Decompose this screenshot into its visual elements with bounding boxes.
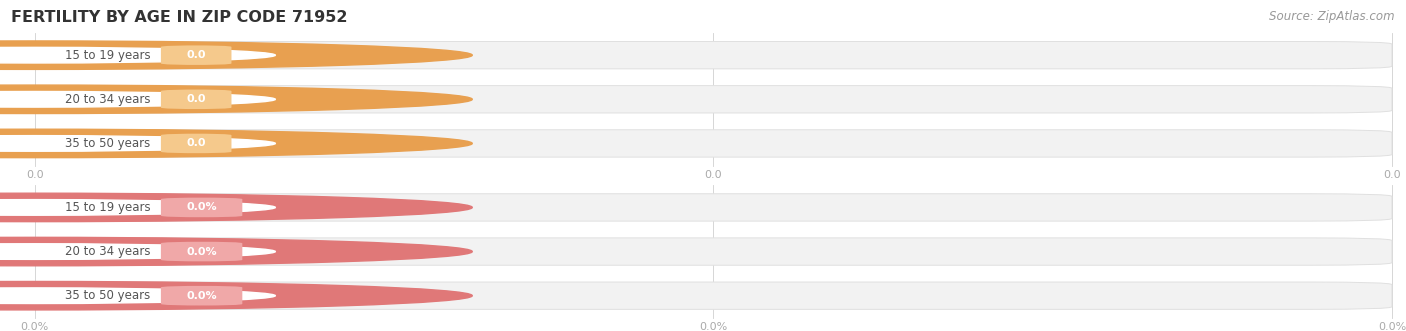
- FancyBboxPatch shape: [35, 194, 236, 221]
- Circle shape: [0, 129, 472, 158]
- Text: 0.0%: 0.0%: [187, 247, 217, 257]
- Text: 0.0%: 0.0%: [187, 203, 217, 213]
- FancyBboxPatch shape: [160, 45, 232, 65]
- Text: 35 to 50 years: 35 to 50 years: [65, 137, 150, 150]
- Text: 0.0: 0.0: [187, 50, 205, 60]
- Text: Source: ZipAtlas.com: Source: ZipAtlas.com: [1270, 10, 1395, 23]
- FancyBboxPatch shape: [35, 130, 236, 157]
- FancyBboxPatch shape: [160, 89, 232, 109]
- Circle shape: [0, 288, 276, 304]
- FancyBboxPatch shape: [160, 242, 242, 261]
- FancyBboxPatch shape: [160, 134, 232, 153]
- FancyBboxPatch shape: [160, 286, 242, 306]
- Circle shape: [0, 47, 276, 63]
- Text: FERTILITY BY AGE IN ZIP CODE 71952: FERTILITY BY AGE IN ZIP CODE 71952: [11, 10, 347, 25]
- Circle shape: [0, 244, 276, 260]
- Circle shape: [0, 281, 472, 310]
- FancyBboxPatch shape: [160, 198, 242, 217]
- FancyBboxPatch shape: [35, 282, 1392, 309]
- Circle shape: [0, 193, 472, 222]
- FancyBboxPatch shape: [35, 238, 1392, 265]
- Text: 15 to 19 years: 15 to 19 years: [65, 49, 150, 62]
- Circle shape: [0, 91, 276, 107]
- Circle shape: [0, 237, 472, 266]
- FancyBboxPatch shape: [35, 86, 236, 113]
- Text: 20 to 34 years: 20 to 34 years: [65, 245, 150, 258]
- FancyBboxPatch shape: [35, 41, 236, 69]
- Text: 0.0: 0.0: [187, 138, 205, 148]
- Circle shape: [0, 41, 472, 70]
- Text: 15 to 19 years: 15 to 19 years: [65, 201, 150, 214]
- Text: 0.0%: 0.0%: [187, 291, 217, 301]
- Text: 0.0: 0.0: [187, 94, 205, 104]
- Text: 20 to 34 years: 20 to 34 years: [65, 93, 150, 106]
- Circle shape: [0, 85, 472, 114]
- FancyBboxPatch shape: [35, 282, 236, 309]
- FancyBboxPatch shape: [35, 86, 1392, 113]
- FancyBboxPatch shape: [35, 41, 1392, 69]
- Circle shape: [0, 200, 276, 215]
- FancyBboxPatch shape: [35, 194, 1392, 221]
- Circle shape: [0, 136, 276, 151]
- Text: 35 to 50 years: 35 to 50 years: [65, 289, 150, 302]
- FancyBboxPatch shape: [35, 130, 1392, 157]
- FancyBboxPatch shape: [35, 238, 236, 265]
